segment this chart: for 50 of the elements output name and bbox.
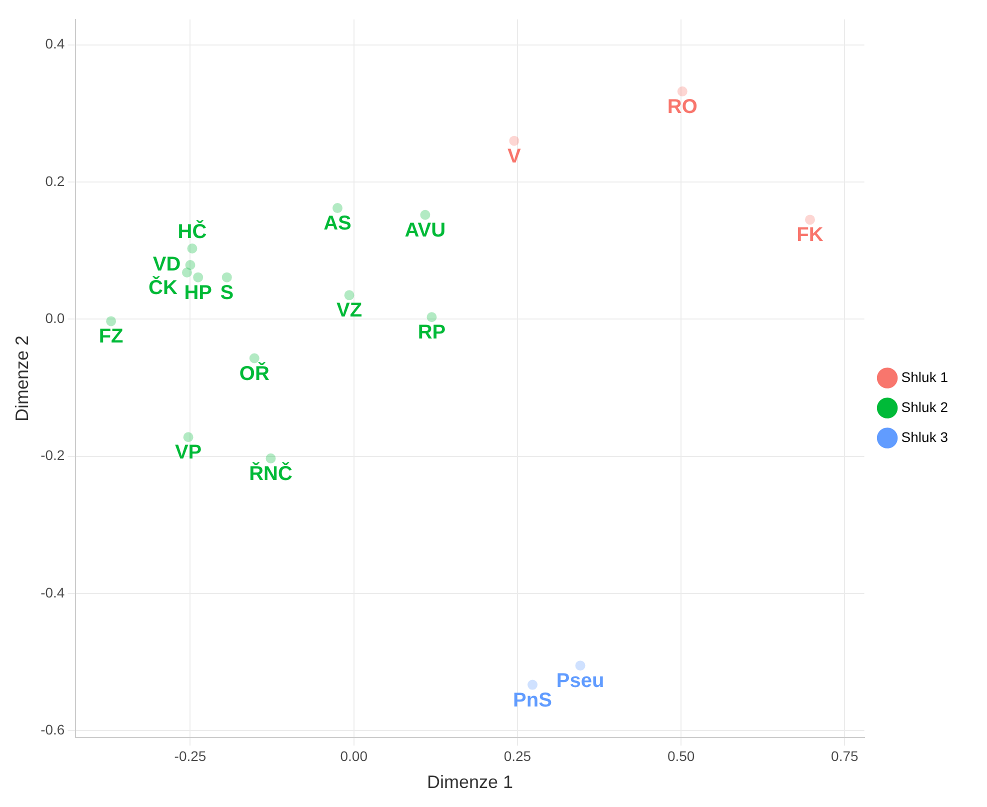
point xyxy=(575,660,586,671)
point xyxy=(528,680,538,690)
data-label: Pseu xyxy=(556,670,604,692)
data-label: PnS xyxy=(513,689,552,712)
data-label: V xyxy=(508,145,522,168)
point xyxy=(185,260,196,270)
data-label: ČK xyxy=(148,276,178,300)
data-label: S xyxy=(220,282,234,304)
point xyxy=(677,86,688,96)
y-tick-label: -0.6 xyxy=(40,722,65,738)
data-label: RP xyxy=(418,322,446,344)
data-label: AS xyxy=(324,212,352,235)
point xyxy=(420,210,430,220)
data-label: AVU xyxy=(404,219,446,242)
legend-label: Shluk 3 xyxy=(901,428,948,445)
x-axis-title: Dimenze 1 xyxy=(426,772,514,792)
point xyxy=(426,312,437,322)
y-axis-title: Dimenze 2 xyxy=(12,335,32,422)
y-tick-label: -0.2 xyxy=(40,447,65,464)
data-label: HP xyxy=(184,282,212,304)
point xyxy=(182,268,192,278)
data-label: VZ xyxy=(336,300,362,322)
y-tick-label: 0.2 xyxy=(45,172,65,189)
point xyxy=(509,136,520,146)
x-tick-label: 0.00 xyxy=(340,748,368,764)
y-tick-label: 0.4 xyxy=(45,36,65,52)
data-label: VP xyxy=(174,442,202,464)
data-label: FZ xyxy=(98,326,124,348)
x-tick-label: 0.75 xyxy=(831,748,859,764)
y-tick-label: -0.4 xyxy=(40,584,65,600)
data-label: FK xyxy=(796,224,824,246)
point xyxy=(222,272,232,282)
x-tick-label: 0.50 xyxy=(667,748,695,764)
data-label: VD xyxy=(152,253,181,276)
data-label: ŘNČ xyxy=(249,462,292,485)
point xyxy=(106,316,116,326)
point xyxy=(344,290,354,300)
point xyxy=(804,214,815,225)
point xyxy=(193,272,204,282)
y-tick-label: 0.0 xyxy=(45,310,65,326)
legend-label: Shluk 1 xyxy=(901,368,948,385)
data-label: RO xyxy=(667,96,698,118)
x-tick-label: 0.25 xyxy=(504,748,532,764)
point xyxy=(187,244,198,254)
point xyxy=(332,203,342,214)
data-label: HČ xyxy=(178,220,207,244)
data-label: OŘ xyxy=(239,362,270,385)
x-tick-label: -0.25 xyxy=(174,748,206,764)
point xyxy=(183,432,194,442)
legend-label: Shluk 2 xyxy=(901,398,948,415)
